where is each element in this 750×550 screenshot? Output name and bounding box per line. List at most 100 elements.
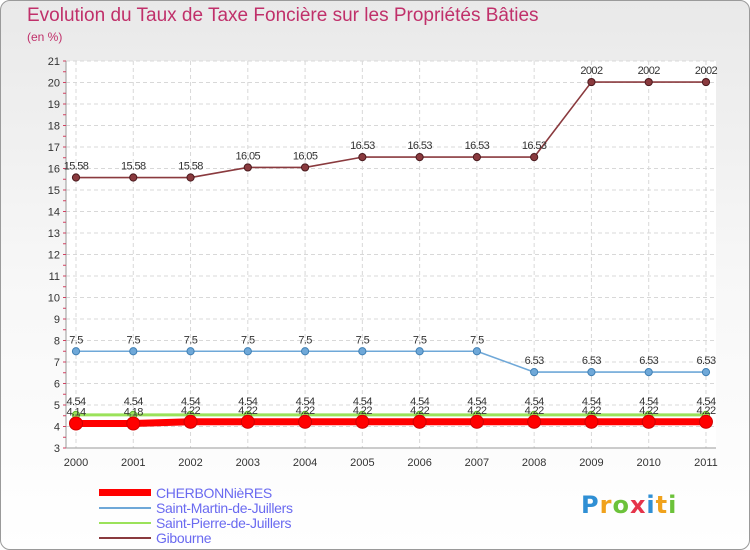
data-label: 7.5 <box>413 334 427 346</box>
y-tick-label: 8 <box>54 336 60 348</box>
legend-item-gibourne: Gibourne <box>99 530 293 546</box>
logo-letter: t <box>655 491 669 519</box>
data-point <box>644 77 653 87</box>
logo-letter: r <box>599 491 613 519</box>
data-label: 7.5 <box>241 334 255 346</box>
x-tick-label: 2009 <box>579 457 603 469</box>
data-point <box>243 347 252 356</box>
chart-legend: CHERBONNièRES Saint-Martin-de-Juillers S… <box>99 484 293 546</box>
data-label: 4.22 <box>525 405 544 417</box>
series-line-3 <box>75 81 707 179</box>
x-tick-label: 2006 <box>407 457 431 469</box>
data-label: 4.54 <box>124 396 143 408</box>
data-label: 4.22 <box>353 405 372 417</box>
data-label: 4.54 <box>639 396 658 408</box>
y-tick-label: 11 <box>49 271 60 283</box>
data-label: 4.14 <box>66 406 85 418</box>
data-label: 16.05 <box>236 150 261 162</box>
data-point <box>240 414 255 429</box>
data-label: 7.5 <box>127 334 141 346</box>
data-point <box>584 414 599 429</box>
data-label: 16.53 <box>465 140 490 152</box>
x-tick-label: 2003 <box>236 457 260 469</box>
data-point <box>358 153 367 162</box>
data-label: 4.54 <box>525 396 544 408</box>
data-point <box>415 347 424 356</box>
logo-letter: i <box>646 491 656 519</box>
x-tick-label: 2005 <box>350 457 374 469</box>
data-point <box>587 368 596 377</box>
y-tick-label: 21 <box>48 56 60 68</box>
data-label: 4.22 <box>582 405 601 417</box>
data-label: 4.22 <box>296 405 315 417</box>
logo-letter: x <box>629 491 647 519</box>
y-tick-label: 12 <box>48 250 60 262</box>
logo-letter: o <box>612 491 630 519</box>
data-label: 4.54 <box>181 396 200 408</box>
chart-unit: (en %) <box>27 30 63 44</box>
data-point <box>698 414 713 429</box>
data-label: 2002 <box>580 65 603 77</box>
data-point <box>469 414 484 429</box>
data-point <box>186 347 195 356</box>
y-tick-label: 18 <box>48 121 60 133</box>
y-tick-label: 9 <box>54 314 60 326</box>
data-label: 16.53 <box>407 140 432 152</box>
data-label: 6.53 <box>639 355 658 367</box>
legend-label: CHERBONNièRES <box>156 484 272 501</box>
data-point <box>644 368 653 377</box>
data-point <box>530 368 539 377</box>
chart-title: Evolution du Taux de Taxe Foncière sur l… <box>27 5 539 26</box>
y-tick-label: 10 <box>48 293 60 305</box>
y-tick-label: 20 <box>48 78 60 90</box>
proxiti-logo: Proxiti <box>581 491 677 519</box>
data-point <box>355 414 370 429</box>
data-point <box>69 416 83 431</box>
data-label: 4.54 <box>296 396 315 408</box>
data-label: 7.5 <box>356 334 370 346</box>
data-label: 2002 <box>695 65 718 77</box>
y-tick-label: 4 <box>54 422 60 434</box>
data-label: 16.05 <box>293 150 318 162</box>
data-label: 4.54 <box>66 396 85 408</box>
data-point <box>412 414 427 429</box>
y-tick-label: 13 <box>48 228 60 240</box>
x-tick-label: 2000 <box>64 457 88 469</box>
logo-letter: i <box>668 491 678 519</box>
data-point <box>186 173 195 182</box>
data-label: 7.5 <box>69 334 83 346</box>
data-label: 4.54 <box>696 396 715 408</box>
x-tick-label: 2011 <box>694 457 718 469</box>
x-tick-label: 2002 <box>178 457 202 469</box>
data-point <box>71 173 81 182</box>
data-label: 15.58 <box>121 161 146 173</box>
data-point <box>530 153 539 162</box>
data-point <box>129 347 138 356</box>
x-tick-label: 2001 <box>121 457 145 469</box>
data-point <box>243 163 252 172</box>
data-label: 4.22 <box>696 405 715 417</box>
data-point <box>300 347 310 356</box>
data-label: 4.18 <box>124 406 143 418</box>
data-label: 16.53 <box>522 140 547 152</box>
y-tick-label: 15 <box>48 185 60 197</box>
data-label: 4.54 <box>353 396 372 408</box>
data-point <box>298 414 313 429</box>
series-line-1 <box>75 350 707 373</box>
data-label: 4.22 <box>467 405 486 417</box>
x-tick-label: 2010 <box>636 457 660 469</box>
data-label: 4.22 <box>410 405 429 417</box>
data-point <box>701 368 711 377</box>
data-point <box>415 153 424 162</box>
data-point <box>129 173 138 182</box>
data-label: 4.22 <box>639 405 658 417</box>
data-label: 4.22 <box>181 405 200 417</box>
y-tick-label: 16 <box>48 164 60 176</box>
data-label: 16.53 <box>350 140 375 152</box>
data-point <box>587 77 596 87</box>
legend-item-cherbonnieres: CHERBONNièRES <box>99 484 293 501</box>
data-point <box>527 414 542 429</box>
data-label: 7.5 <box>298 334 312 346</box>
data-point <box>701 77 711 87</box>
legend-swatch <box>99 489 151 496</box>
